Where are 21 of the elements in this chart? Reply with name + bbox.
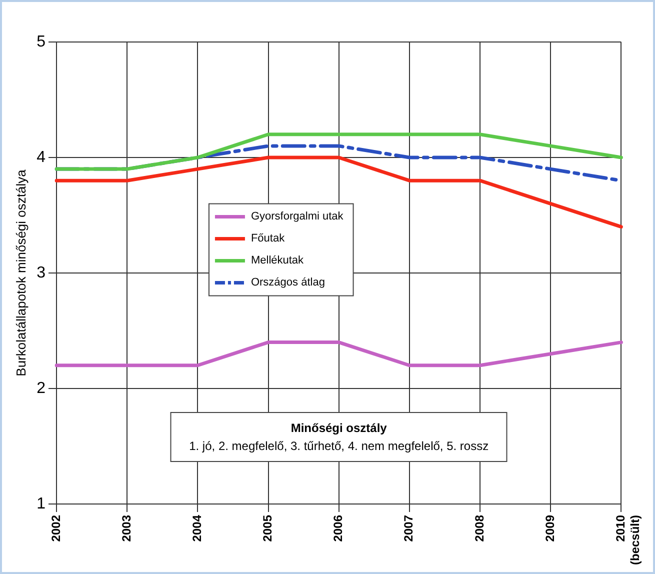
y-tick-label: 2 [36, 380, 46, 397]
x-tick-label: 2003 [119, 514, 134, 542]
x-tick-label: 2002 [48, 514, 63, 542]
legend-label: Mellékutak [250, 254, 304, 267]
y-axis-title: Burkolatállapotok minőségi osztálya [13, 168, 28, 376]
x-tick-label: 2008 [472, 514, 486, 542]
x-tick-label: 2010 (becsült) [614, 514, 642, 566]
x-tick-label: 2006 [331, 514, 346, 542]
x-tick-label: 2004 [190, 514, 204, 542]
legend-label: Gyorsforgalmi utak [250, 210, 344, 223]
legend-label: Főutak [250, 232, 286, 245]
y-tick-label: 1 [36, 495, 46, 512]
annotation: 1. jó, 2. megfelelő, 3. tűrhető, 4. nem megfelelő, 5. rossz [189, 438, 489, 455]
y-tick-label: 3 [36, 264, 46, 282]
x-tick-label: 2005 [260, 514, 275, 542]
x-tick-label: 2009 [542, 514, 557, 542]
y-tick-label: 5 [36, 33, 46, 50]
annotation: Minőségi osztály [290, 420, 388, 437]
y-tick-label: 4 [36, 148, 46, 166]
legend-label: Országos átlag [250, 276, 325, 289]
x-tick-label: 2007 [402, 514, 416, 542]
